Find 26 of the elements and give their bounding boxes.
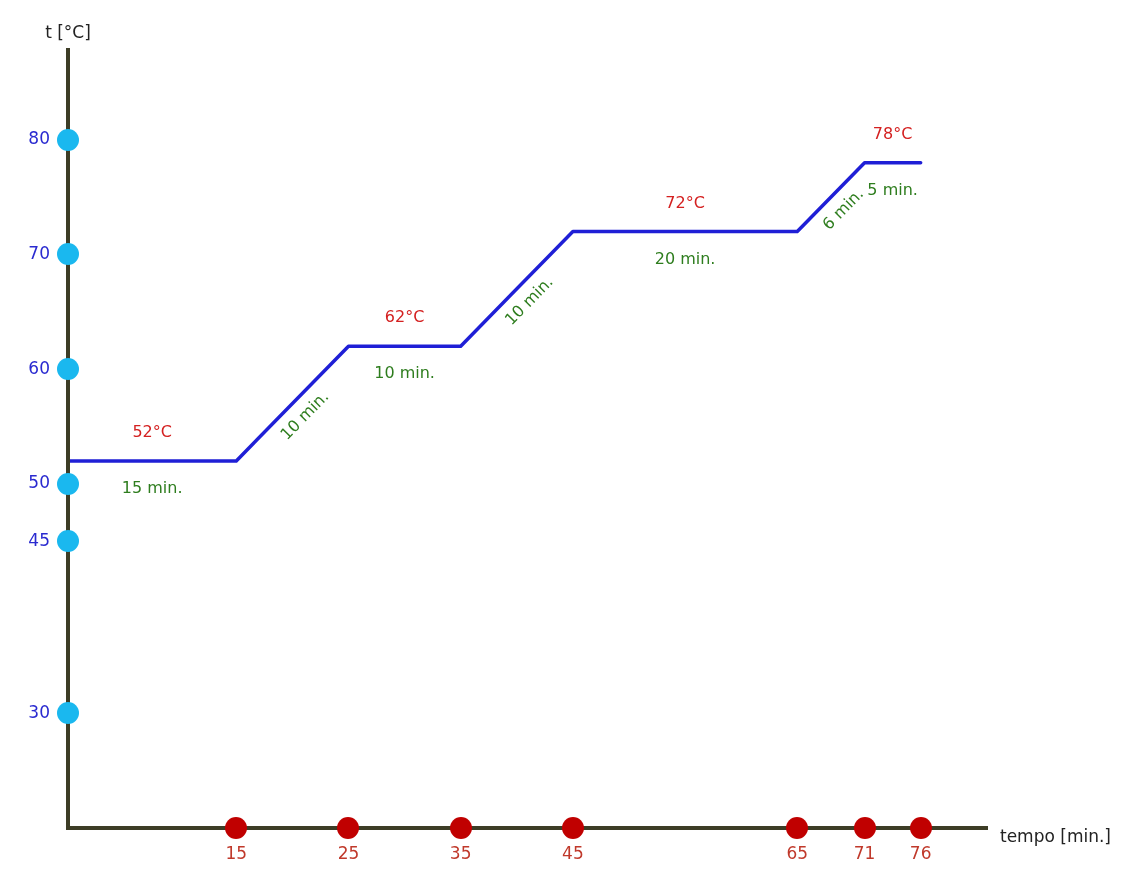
y-tick-label: 45 bbox=[28, 529, 50, 550]
x-axis-title: tempo [min.] bbox=[1000, 826, 1112, 847]
x-tick-label: 65 bbox=[786, 842, 809, 863]
annotation: 20 min. bbox=[654, 248, 716, 268]
y-tick-label: 60 bbox=[28, 357, 50, 378]
x-tick-label: 45 bbox=[562, 842, 584, 863]
annotation: 10 min. bbox=[276, 386, 333, 444]
x-tick-label: 25 bbox=[337, 842, 360, 863]
y-tick-label: 50 bbox=[28, 472, 50, 493]
annotation: 52°C bbox=[132, 422, 172, 442]
x-tick-label: 35 bbox=[449, 842, 472, 863]
annotation: 5 min. bbox=[867, 179, 918, 199]
y-tick-label: 70 bbox=[28, 242, 50, 263]
annotation: 10 min. bbox=[374, 363, 435, 383]
x-tick-label: 76 bbox=[909, 842, 932, 863]
annotation: 78°C bbox=[872, 123, 913, 143]
annotation: 62°C bbox=[384, 307, 425, 327]
x-tick-label: 71 bbox=[853, 842, 876, 863]
annotation: 72°C bbox=[665, 192, 705, 212]
x-tick-label: 15 bbox=[225, 842, 248, 863]
annotation: 10 min. bbox=[500, 272, 557, 329]
y-axis-title: t [°C] bbox=[45, 21, 91, 42]
annotation: 15 min. bbox=[121, 478, 183, 498]
y-tick-label: 80 bbox=[28, 128, 50, 149]
y-tick-label: 30 bbox=[28, 701, 50, 722]
annotation: 6 min. bbox=[818, 184, 868, 234]
